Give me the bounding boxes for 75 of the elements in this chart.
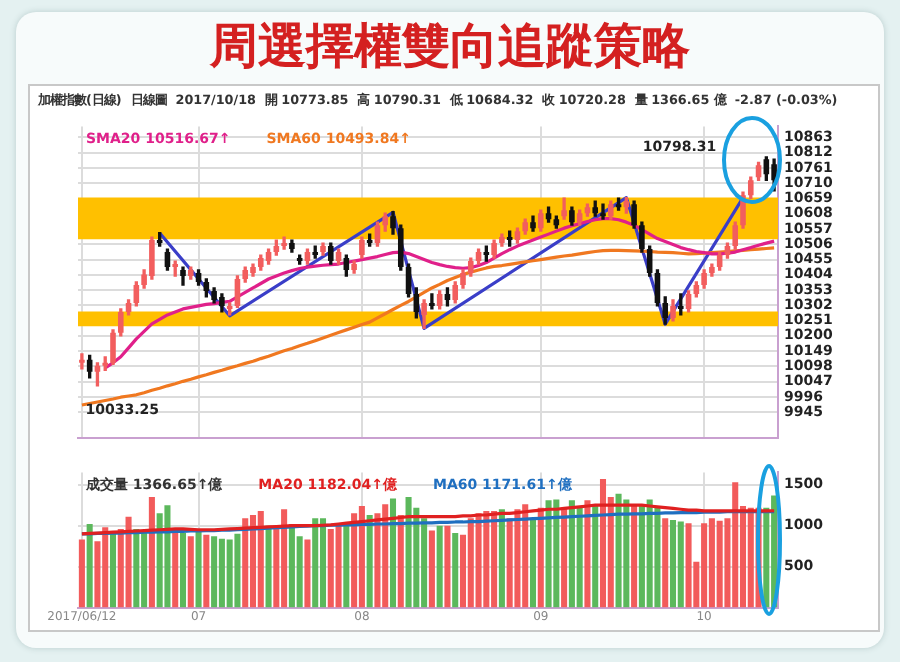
bar — [358, 506, 365, 608]
bar — [646, 499, 653, 608]
bar — [296, 536, 303, 608]
bar — [716, 520, 723, 608]
bar — [467, 518, 474, 608]
bar — [685, 523, 692, 608]
bar — [78, 539, 85, 608]
bar — [529, 518, 537, 608]
bar — [211, 536, 218, 608]
bar — [576, 506, 583, 608]
bar — [638, 504, 645, 608]
bar — [561, 507, 568, 608]
bar — [148, 496, 155, 608]
bar — [242, 518, 249, 608]
bar — [187, 536, 194, 608]
chart-title: 周選擇權雙向追蹤策略 — [207, 16, 692, 76]
bar — [623, 499, 630, 608]
bar — [389, 498, 397, 608]
bar — [701, 523, 708, 608]
bar — [156, 513, 163, 608]
bar — [125, 516, 132, 608]
bar — [397, 515, 404, 608]
bar — [226, 539, 233, 608]
bar — [662, 518, 669, 608]
bar — [428, 530, 435, 608]
bar — [86, 524, 93, 608]
bar — [615, 493, 622, 608]
bar — [319, 518, 327, 608]
bar — [141, 530, 148, 608]
bar — [195, 530, 202, 608]
bar — [382, 504, 389, 608]
bar — [265, 525, 272, 608]
bar — [592, 504, 599, 608]
bar — [491, 510, 498, 608]
bar — [545, 500, 552, 608]
bar — [537, 507, 544, 608]
bar — [631, 504, 638, 608]
bar — [327, 528, 334, 608]
bar — [218, 538, 225, 608]
bar — [351, 513, 358, 608]
bar — [203, 534, 210, 608]
bar — [249, 515, 257, 608]
bar — [405, 496, 412, 608]
bar — [281, 509, 288, 608]
bar — [514, 509, 521, 608]
bar — [599, 478, 607, 608]
bar — [708, 518, 715, 608]
bar — [133, 528, 140, 608]
bar — [304, 539, 311, 608]
bar — [312, 518, 319, 608]
bar — [677, 521, 684, 608]
bar — [436, 525, 443, 608]
bar — [483, 510, 490, 608]
bar — [366, 515, 373, 608]
bar — [102, 527, 109, 608]
bar — [475, 513, 482, 608]
bar — [732, 482, 739, 608]
bar — [654, 507, 661, 608]
bar — [164, 505, 171, 608]
bar — [109, 533, 117, 608]
bar — [288, 524, 295, 608]
bar — [568, 500, 575, 608]
bar — [584, 500, 591, 608]
bar — [452, 533, 459, 608]
bar — [335, 525, 342, 608]
bar — [444, 525, 451, 608]
bar — [234, 533, 241, 608]
bar — [343, 524, 350, 608]
bar — [179, 533, 187, 608]
bar — [747, 507, 754, 608]
bar — [669, 519, 677, 608]
bar — [522, 504, 529, 608]
bar — [553, 499, 560, 608]
bar — [498, 509, 505, 608]
bar — [257, 510, 264, 608]
